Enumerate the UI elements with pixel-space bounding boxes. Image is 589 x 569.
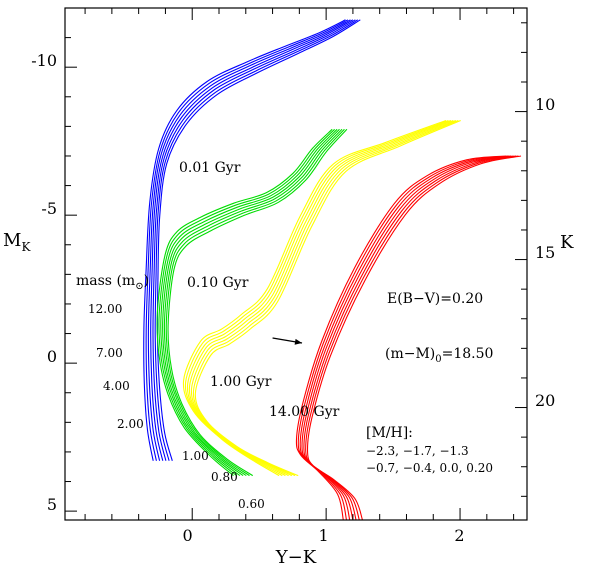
distance-modulus-label: (m−M)0=18.50 [385, 346, 493, 365]
isochrone-curve [165, 128, 345, 477]
isochrone-curve [143, 19, 346, 461]
mass-label: 1.00 [182, 449, 209, 463]
mass-label: 0.80 [211, 470, 238, 484]
isochrone-group [182, 119, 461, 477]
isochrone-curve [167, 128, 348, 477]
isochrone-curve [154, 19, 359, 461]
isochrone-group [143, 19, 361, 461]
metallicity-title: [M/H]: [366, 425, 413, 441]
reddening-label: E(B−V)=0.20 [387, 291, 483, 307]
isochrone-curve [152, 19, 356, 461]
x-axis-label: Y−K [275, 547, 317, 568]
distance-modulus-sub: 0 [435, 354, 441, 365]
isochrone-curve [295, 155, 507, 521]
isochrone-curve [163, 128, 343, 477]
isochrone-series-layer [143, 19, 522, 521]
age-label: 0.01 Gyr [179, 160, 241, 176]
isochrone-curve [147, 19, 351, 461]
isochrone-curve [160, 128, 338, 477]
isochrone-curve [188, 119, 454, 477]
age-label: 1.00 Gyr [210, 374, 272, 390]
mass-header: mass (m⊙) [76, 273, 149, 292]
y-tick-label: -5 [41, 199, 57, 218]
y-axis-label-main: M [3, 230, 21, 251]
mass-label: 0.60 [238, 497, 265, 511]
isochrone-curve [184, 119, 449, 477]
right-tick-label: 10 [535, 95, 555, 114]
isochrone-curve [194, 119, 461, 477]
x-tick-label: 1 [319, 526, 329, 545]
mass-header-sub: ⊙ [135, 281, 143, 292]
right-axis-label: K [560, 232, 574, 253]
metallicity-values-line2: −0.7, −0.4, 0.0, 0.20 [366, 461, 493, 475]
age-label: 14.00 Gyr [269, 404, 340, 420]
isochrone-curve [299, 155, 512, 521]
y-tick-label: 0 [47, 347, 57, 366]
isochrone-curve [301, 155, 514, 521]
isochrone-curve [150, 19, 354, 461]
mass-header-text: mass (m [76, 273, 135, 289]
right-tick-label: 15 [535, 243, 555, 262]
plot-frame [64, 7, 528, 521]
isochrone-group [156, 128, 348, 477]
y-tick-label: 5 [47, 495, 57, 514]
reddening-vector-head [294, 338, 302, 345]
tick-marks [65, 8, 527, 520]
y-axis-label: MK [3, 230, 31, 254]
mass-label: 4.00 [103, 379, 130, 393]
isochrone-curve [297, 155, 509, 521]
isochrone-curve [156, 128, 333, 477]
y-tick-label: -10 [31, 51, 57, 70]
mass-label: 2.00 [117, 417, 144, 431]
distance-modulus-text: (m−M) [385, 346, 435, 362]
metallicity-values-line1: −2.3, −1.7, −1.3 [366, 444, 469, 458]
isochrone-curve [145, 19, 349, 461]
y-axis-label-sub: K [21, 240, 31, 254]
isochrone-curve [306, 155, 522, 521]
x-tick-label: 2 [454, 526, 464, 545]
isochrone-group [295, 155, 522, 521]
isochrone-curve [162, 128, 340, 477]
mass-label: 12.00 [88, 302, 122, 316]
age-label: 0.10 Gyr [187, 275, 249, 291]
isochrone-curve [158, 128, 335, 477]
isochrone-curve [182, 119, 447, 477]
isochrone-curve [156, 19, 361, 461]
distance-modulus-value: =18.50 [442, 346, 494, 362]
right-tick-label: 20 [535, 391, 555, 410]
mass-header-close: ) [144, 273, 149, 289]
x-tick-label: 0 [183, 526, 193, 545]
mass-label: 7.00 [96, 346, 123, 360]
